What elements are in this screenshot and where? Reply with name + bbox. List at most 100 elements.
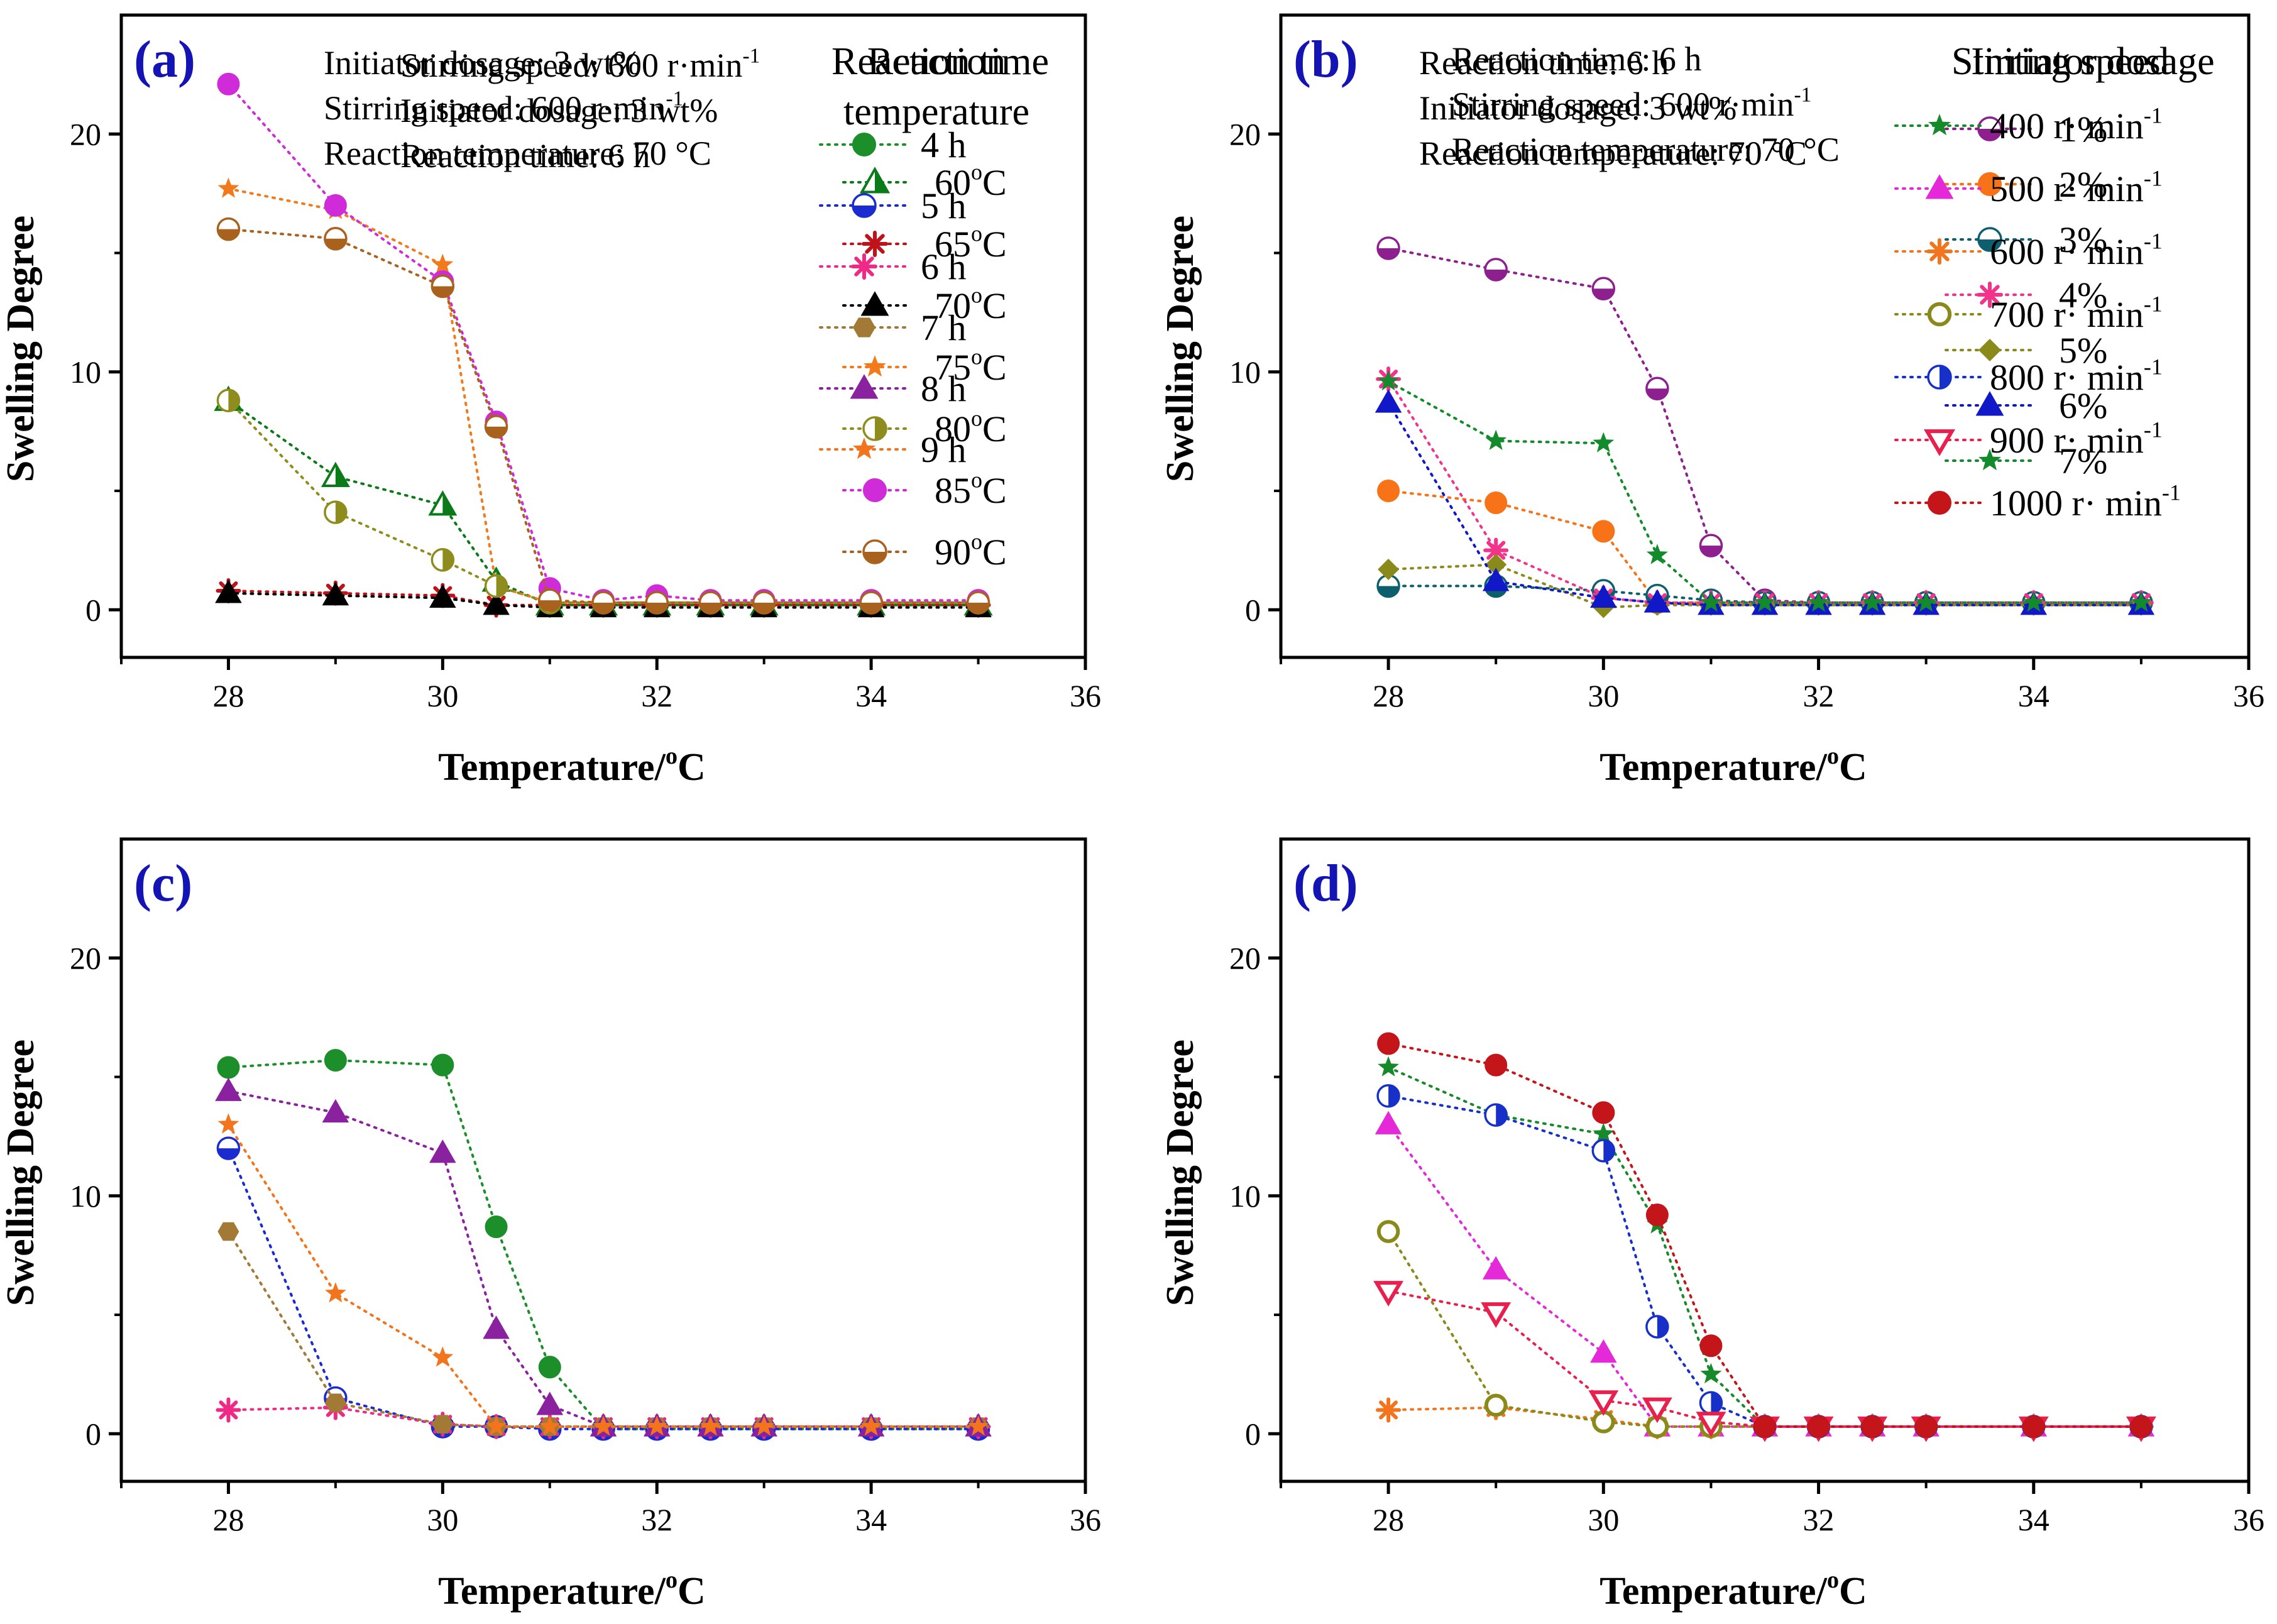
- x-axis-title: Temperature/oC: [438, 1567, 706, 1613]
- data-point: [1642, 1397, 1672, 1424]
- data-point: [324, 500, 348, 524]
- legend-marker: [862, 416, 887, 441]
- data-point: [698, 591, 723, 615]
- data-point: [1377, 480, 1400, 503]
- data-point: [1700, 591, 1722, 612]
- data-point: [216, 1397, 241, 1423]
- series-line: [227, 1147, 980, 1430]
- y-tick-label: 10: [70, 1178, 101, 1214]
- legend-label: 800 r· min-1: [1990, 354, 2163, 398]
- legend-marker: [853, 317, 875, 337]
- data-point: [538, 1356, 561, 1379]
- data-point: [324, 227, 348, 251]
- data-point: [431, 274, 455, 299]
- data-point: [324, 1393, 346, 1412]
- legend-label: 900 r· min-1: [1990, 417, 2163, 461]
- data-point: [1376, 1084, 1400, 1108]
- data-point: [753, 1415, 775, 1436]
- data-point: [324, 194, 347, 217]
- legend-marker: [862, 539, 887, 564]
- x-tick-label: 28: [212, 1502, 244, 1537]
- legend-label: 70oC: [935, 283, 1007, 326]
- legend-label: 1%: [2059, 109, 2107, 150]
- legend-marker: [1923, 429, 1956, 456]
- series-line: [227, 399, 980, 604]
- data-point: [1588, 1390, 1619, 1416]
- panel-a: 28 30 32 34 36 0 10 20 Temperature/oC Swelling De…: [0, 13, 1101, 789]
- x-tick-label: 30: [1588, 1502, 1619, 1537]
- x-tick-label: 36: [1070, 1502, 1101, 1537]
- data-point: [217, 177, 239, 198]
- data-point: [538, 588, 562, 612]
- data-point: [485, 1215, 508, 1238]
- legend-marker: [1928, 114, 1951, 136]
- panel-label-a: (a): [134, 30, 195, 89]
- x-tick-label: 30: [427, 678, 458, 713]
- data-point: [432, 1415, 454, 1434]
- x-tick-label: 32: [641, 1502, 672, 1537]
- data-point: [1374, 389, 1402, 413]
- legend-marker: [852, 133, 876, 156]
- legend-label: 65oC: [935, 221, 1007, 265]
- data-point: [1914, 1415, 1938, 1438]
- legend-label: 7 h: [921, 307, 967, 348]
- y-axis-title: Swelling Degree: [1159, 216, 1202, 482]
- y-tick-label: 0: [1245, 592, 1261, 627]
- legend-label: 5%: [2059, 330, 2107, 371]
- data-point: [1700, 1363, 1722, 1384]
- data-point: [859, 591, 883, 615]
- data-point: [1696, 1412, 1726, 1437]
- series-line: [1387, 1042, 2143, 1428]
- legend-label: 75oC: [935, 344, 1007, 388]
- data-point: [217, 1056, 240, 1079]
- data-point: [1485, 429, 1507, 450]
- data-point: [1645, 1315, 1669, 1339]
- condition-text: Reaction temperature: 70 °C: [1419, 134, 1807, 172]
- series-line: [227, 1090, 980, 1428]
- data-point: [1593, 1122, 1615, 1143]
- legend-marker: [852, 193, 877, 218]
- data-point: [1862, 591, 1884, 612]
- x-tick-label: 28: [212, 678, 244, 713]
- legend-label: 1000 r· min-1: [1990, 480, 2181, 524]
- condition-text: Reaction temperature: 70 °C: [1452, 131, 1840, 168]
- y-tick-label: 20: [1229, 940, 1261, 975]
- data-point: [1861, 1415, 1884, 1438]
- x-tick-label: 34: [2018, 1502, 2049, 1537]
- data-point: [1482, 1256, 1510, 1280]
- data-point: [539, 1415, 561, 1436]
- legend-marker: [864, 355, 886, 377]
- series-line: [1387, 402, 2143, 606]
- data-point: [216, 217, 241, 241]
- panel-label-d: (d): [1293, 854, 1358, 913]
- x-axis-title: Temperature/oC: [1599, 743, 1867, 789]
- data-point: [1699, 1334, 1723, 1358]
- panel-d: 28 30 32 34 36 0 10 20 Temperature/oC Swelling De…: [1159, 40, 2264, 1613]
- y-tick-label: 20: [70, 940, 101, 975]
- data-point: [1376, 1220, 1400, 1243]
- data-point: [1593, 432, 1615, 453]
- data-point: [1484, 491, 1508, 514]
- data-point: [432, 253, 454, 274]
- data-point: [322, 582, 349, 606]
- legend-label: 500 r· min-1: [1990, 166, 2163, 209]
- plot-frame: [1279, 837, 2251, 1483]
- legend-label: 700 r· min-1: [1990, 292, 2163, 335]
- data-point: [1592, 520, 1615, 543]
- x-tick-label: 28: [1373, 1502, 1404, 1537]
- data-point: [1484, 1393, 1508, 1417]
- legend-label: 8 h: [921, 368, 967, 409]
- legend-label: 4 h: [921, 124, 967, 165]
- legend-label: 3%: [2059, 219, 2107, 260]
- data-point: [1484, 1103, 1508, 1127]
- x-tick-label: 32: [641, 678, 672, 713]
- data-point: [1753, 1415, 1776, 1438]
- x-tick-label: 28: [1373, 678, 1404, 713]
- data-point: [1754, 591, 1775, 612]
- legend-marker: [851, 253, 877, 280]
- legend-title: Reaction time: [831, 40, 1049, 83]
- y-tick-label: 20: [1229, 116, 1261, 151]
- x-tick-label: 34: [2018, 678, 2049, 713]
- data-point: [1699, 1391, 1723, 1415]
